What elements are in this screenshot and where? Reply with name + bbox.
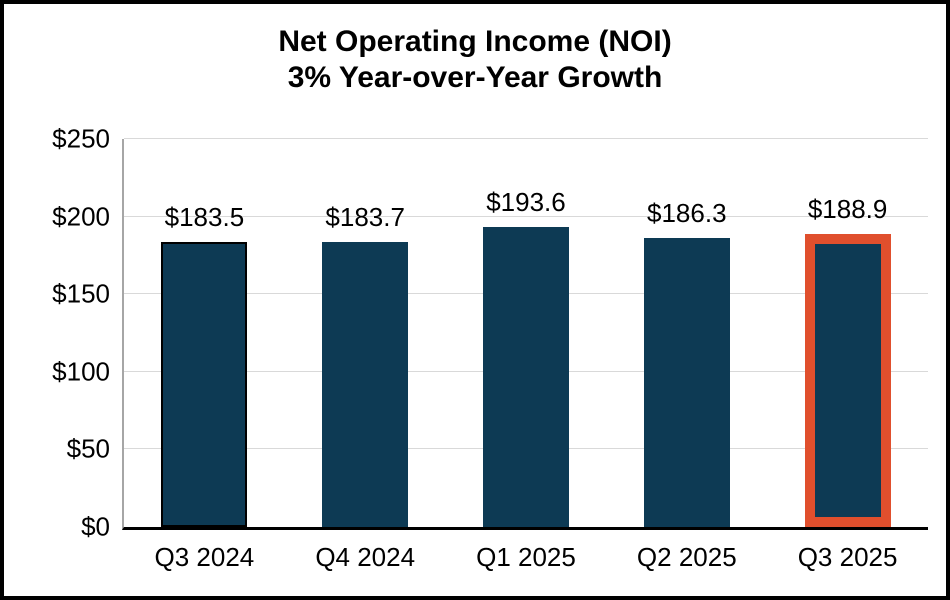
y-tick-label: $0 — [81, 511, 110, 542]
bar — [482, 226, 569, 527]
chart-subtitle: 3% Year-over-Year Growth — [287, 61, 663, 94]
bar-value-label: $186.3 — [647, 197, 727, 228]
y-tick-label: $200 — [52, 201, 110, 232]
bars-container: $183.5 Q3 2024 $183.7 Q4 2024 $193.6 Q1 2025 $… — [124, 139, 928, 572]
chart-title-block: Net Operating Income (NOI) 3% Year-over-… — [4, 24, 946, 96]
bar — [322, 241, 409, 527]
plot-area: $183.5 Q3 2024 $183.7 Q4 2024 $193.6 Q1 2025 $… — [122, 138, 928, 572]
y-tick-label: $150 — [52, 278, 110, 309]
bar-column: $183.5 Q3 2024 — [124, 139, 285, 572]
bar-column: $193.6 Q1 2025 — [446, 139, 607, 572]
bar-column: $186.3 Q2 2025 — [606, 139, 767, 572]
y-tick-label: $50 — [66, 433, 110, 464]
y-tick-label: $100 — [52, 356, 110, 387]
x-axis-label: Q3 2025 — [797, 542, 898, 572]
bar — [161, 242, 248, 527]
y-tick-label: $250 — [52, 123, 110, 154]
bar — [643, 237, 730, 527]
x-axis-label: Q2 2025 — [636, 542, 737, 572]
bar-value-label: $193.6 — [486, 186, 566, 217]
bar-column: $183.7 Q4 2024 — [285, 139, 446, 572]
gridline — [124, 215, 928, 217]
bar-value-label: $183.7 — [325, 201, 405, 232]
bar-value-label: $183.5 — [164, 202, 245, 233]
x-axis-label: Q4 2024 — [315, 542, 416, 572]
chart-title: Net Operating Income (NOI) — [278, 25, 672, 58]
gridline — [124, 138, 928, 139]
bar-highlighted — [804, 233, 891, 527]
bar-column: $188.9 Q3 2025 — [767, 139, 928, 572]
x-axis-label: Q3 2024 — [154, 542, 255, 572]
bar-value-label: $188.9 — [807, 193, 888, 224]
y-axis: $0 $50 $100 $150 $200 $250 — [18, 124, 110, 542]
x-axis-label: Q1 2025 — [476, 542, 576, 572]
